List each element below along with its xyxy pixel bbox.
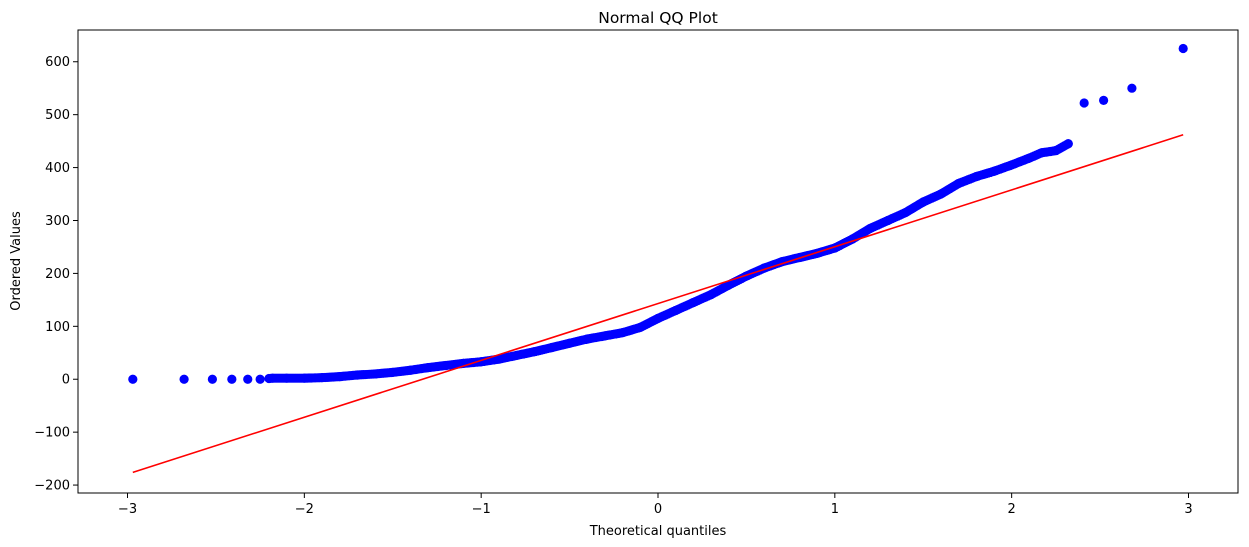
qq-point — [1079, 98, 1089, 108]
qq-point — [128, 374, 138, 384]
y-tick-label: 400 — [45, 161, 70, 176]
x-tick-label: 0 — [654, 502, 662, 517]
y-tick-label: −200 — [34, 479, 70, 494]
qq-point — [207, 374, 217, 384]
x-tick-label: −2 — [295, 502, 314, 517]
qq-point — [243, 374, 253, 384]
y-axis-ticks: −200 −100 0 100 200 300 400 500 600 — [34, 55, 78, 494]
y-tick-label: 600 — [45, 55, 70, 70]
x-tick-label: 2 — [1008, 502, 1016, 517]
qq-point — [255, 374, 265, 384]
x-axis-ticks: −3 −2 −1 0 1 2 3 — [118, 493, 1193, 517]
qq-point — [1099, 95, 1109, 105]
qq-point — [1178, 43, 1188, 54]
x-tick-label: 3 — [1184, 502, 1192, 517]
qq-fit-line — [132, 134, 1184, 474]
qq-point — [1127, 83, 1137, 93]
chart-title: Normal QQ Plot — [598, 9, 718, 27]
y-tick-label: 100 — [45, 320, 70, 335]
plot-marks — [128, 43, 1188, 474]
plot-area — [78, 30, 1238, 493]
x-tick-label: 1 — [831, 502, 839, 517]
y-tick-label: 500 — [45, 108, 70, 123]
x-tick-label: −3 — [118, 502, 137, 517]
qq-point — [179, 374, 189, 384]
x-tick-label: −1 — [472, 502, 491, 517]
y-tick-label: −100 — [34, 426, 70, 441]
y-axis-label: Ordered Values — [9, 211, 24, 311]
qq-point — [227, 374, 237, 384]
y-tick-label: 300 — [45, 214, 70, 229]
x-axis-label: Theoretical quantiles — [589, 524, 727, 539]
y-tick-label: 200 — [45, 267, 70, 282]
y-tick-label: 0 — [62, 373, 70, 388]
qq-point — [1063, 139, 1073, 149]
